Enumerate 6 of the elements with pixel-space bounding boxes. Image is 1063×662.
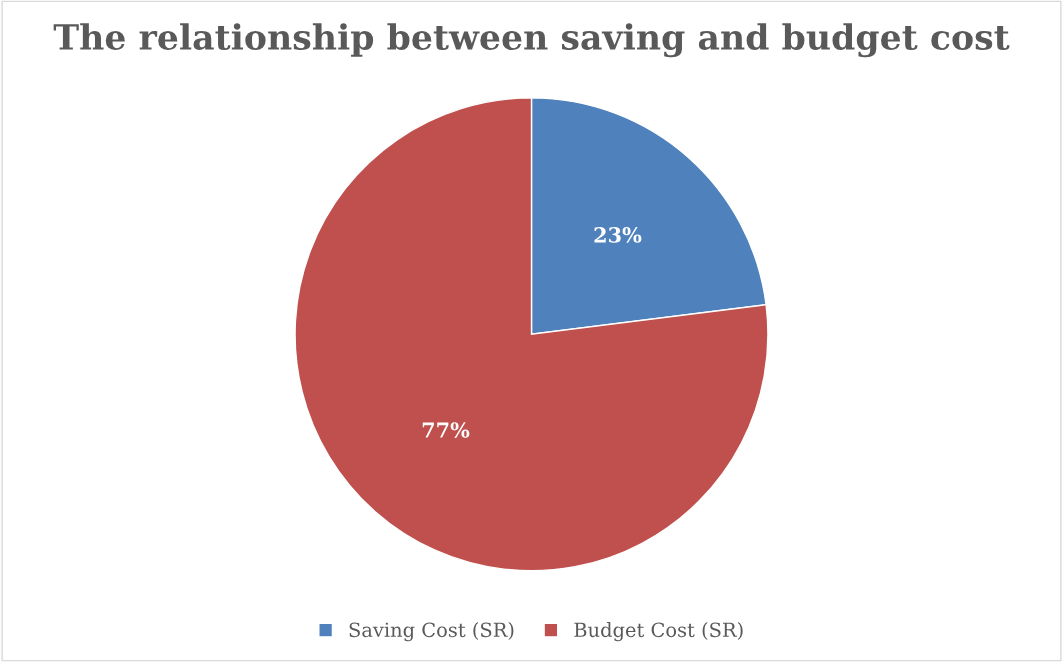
legend-label: Budget Cost (SR) [574,622,743,642]
data-label: 77% [422,422,470,438]
pie-slice [294,97,769,572]
data-label: 23% [594,227,642,243]
legend-label: Saving Cost (SR) [349,622,514,642]
chart-title: The relationship between saving and budget cost [53,23,1010,58]
